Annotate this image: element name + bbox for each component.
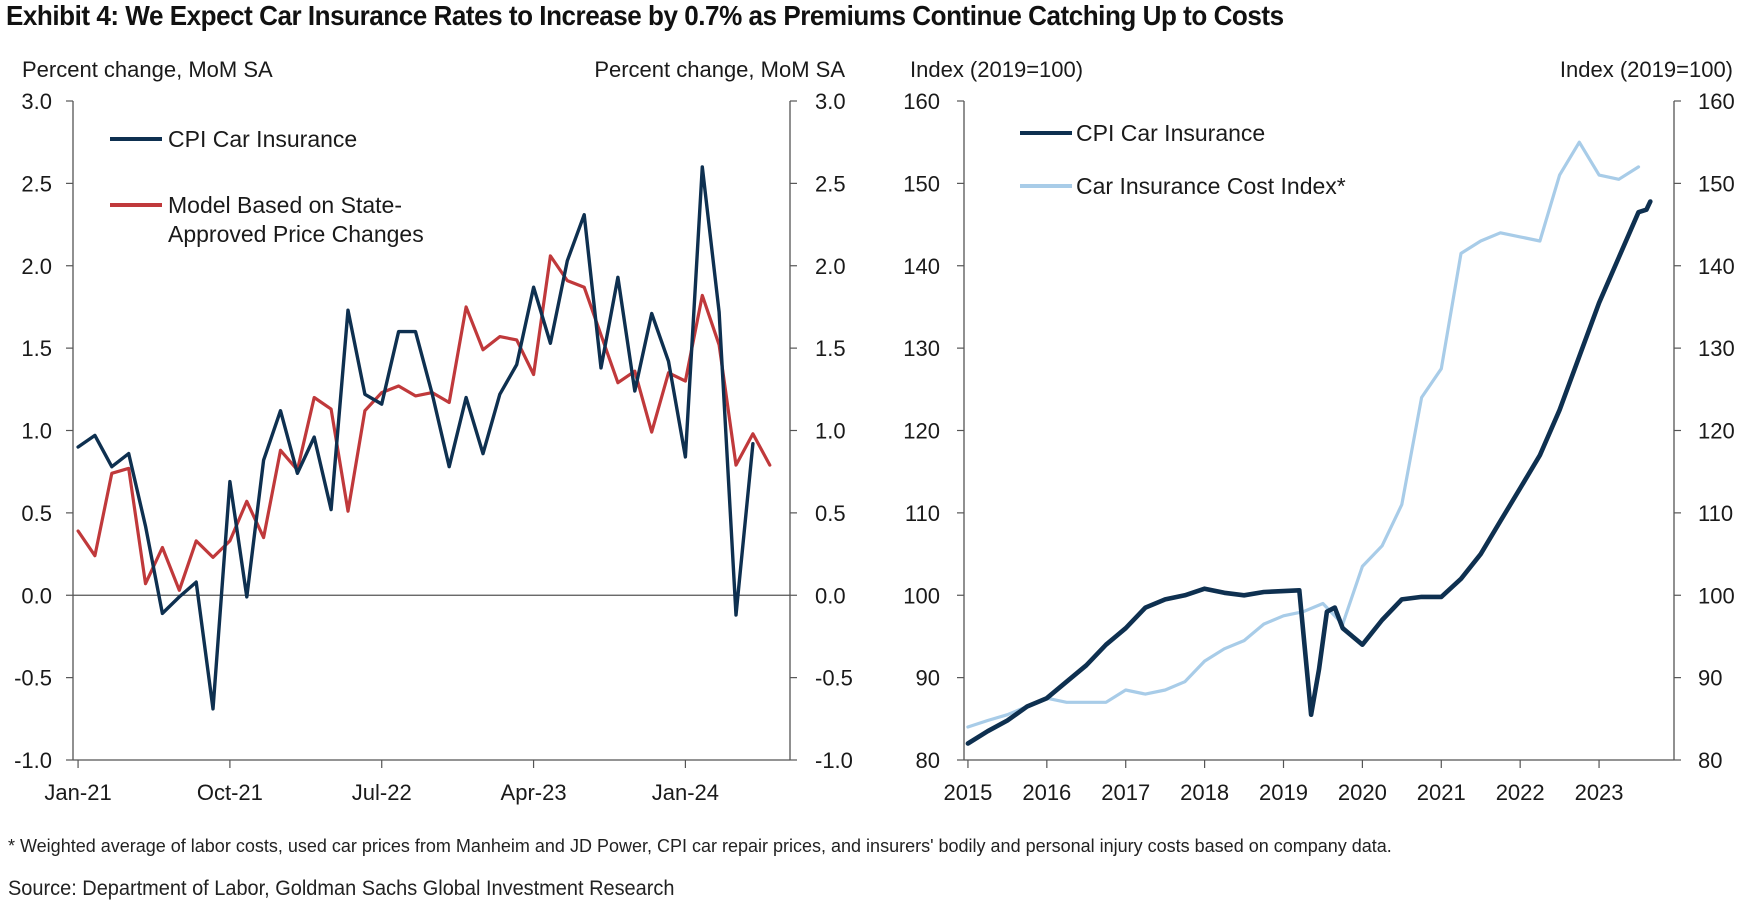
right-series-cpi-car-insurance — [965, 199, 1653, 746]
left-legend-label-model-line1: Model Based on State- — [168, 192, 402, 218]
right-xtick-label: 2018 — [1180, 780, 1229, 805]
right-right-ytick-label: 90 — [1698, 666, 1722, 691]
left-right-ytick-label: 3.0 — [815, 89, 846, 114]
left-chart-series — [76, 165, 772, 711]
right-left-ytick-label: 130 — [903, 336, 940, 361]
right-left-ytick-label: 100 — [903, 583, 940, 608]
left-right-ytick-label: 1.5 — [815, 336, 846, 361]
chart-title: Exhibit 4: We Expect Car Insurance Rates… — [6, 0, 1284, 31]
right-right-ytick-label: 160 — [1698, 89, 1735, 114]
left-xtick-label: Apr-23 — [501, 780, 567, 805]
left-left-ytick-label: 1.5 — [21, 336, 52, 361]
right-xtick-label: 2017 — [1101, 780, 1150, 805]
right-legend-label-cpi: CPI Car Insurance — [1076, 120, 1265, 146]
right-right-ytick-label: 120 — [1698, 419, 1735, 444]
right-left-ytick-label: 90 — [916, 666, 940, 691]
right-chart-series — [965, 140, 1653, 746]
left-left-ytick-label: -1.0 — [14, 748, 52, 773]
left-chart: Percent change, MoM SA Percent change, M… — [14, 57, 853, 805]
right-right-ytick-label: 100 — [1698, 583, 1735, 608]
right-xtick-label: 2019 — [1259, 780, 1308, 805]
right-left-ytick-label: 110 — [905, 501, 940, 526]
footnote: * Weighted average of labor costs, used … — [8, 836, 1392, 856]
left-legend-label-model-line2: Approved Price Changes — [168, 221, 424, 247]
right-chart-axes: 160 160 150 150 140 140 130 130 120 120 110 110 100 1… — [903, 89, 1734, 805]
right-xtick-label: 2020 — [1338, 780, 1387, 805]
right-right-ytick-label: 150 — [1698, 171, 1735, 196]
left-series-cpi-car-insurance — [76, 165, 755, 711]
right-left-ytick-label: 80 — [916, 748, 940, 773]
left-left-ytick-label: 1.0 — [21, 419, 52, 444]
right-right-ytick-label: 140 — [1698, 254, 1735, 279]
left-left-ytick-label: 0.5 — [21, 501, 52, 526]
right-right-ytick-label: 110 — [1698, 501, 1733, 526]
left-chart-right-unit-label: Percent change, MoM SA — [594, 57, 845, 82]
left-xtick-label: Oct-21 — [197, 780, 263, 805]
right-xtick-label: 2021 — [1417, 780, 1466, 805]
left-legend-label-cpi: CPI Car Insurance — [168, 126, 357, 152]
left-right-ytick-label: 0.5 — [815, 501, 846, 526]
right-xtick-label: 2023 — [1575, 780, 1624, 805]
left-right-ytick-label: 0.0 — [815, 583, 846, 608]
left-left-ytick-label: 0.0 — [21, 583, 52, 608]
left-left-ytick-label: 2.5 — [21, 171, 52, 196]
left-left-ytick-label: 3.0 — [21, 89, 52, 114]
right-left-ytick-label: 160 — [903, 89, 940, 114]
right-right-ytick-label: 130 — [1698, 336, 1735, 361]
left-left-ytick-label: -0.5 — [14, 666, 52, 691]
right-left-ytick-label: 120 — [903, 419, 940, 444]
left-right-ytick-label: 2.5 — [815, 171, 846, 196]
left-left-ytick-label: 2.0 — [21, 254, 52, 279]
left-right-ytick-label: -1.0 — [815, 748, 853, 773]
left-chart-axes: 3.0 3.0 2.5 2.5 2.0 2.0 1.5 1.5 1.0 1.0 0.5 0.5 0.0 0… — [14, 89, 853, 805]
left-xtick-label: Jan-21 — [44, 780, 111, 805]
left-xtick-label: Jul-22 — [352, 780, 412, 805]
left-right-ytick-label: 2.0 — [815, 254, 846, 279]
left-right-ytick-label: 1.0 — [815, 419, 846, 444]
right-xtick-label: 2015 — [943, 780, 992, 805]
right-chart: Index (2019=100) Index (2019=100) 160 160… — [903, 57, 1734, 805]
right-left-ytick-label: 140 — [903, 254, 940, 279]
left-series-model-based-on-state-approved-price-changes — [76, 254, 772, 592]
right-xtick-label: 2022 — [1496, 780, 1545, 805]
right-legend-label-cost-index: Car Insurance Cost Index* — [1076, 173, 1346, 199]
right-xtick-label: 2016 — [1022, 780, 1071, 805]
left-chart-left-unit-label: Percent change, MoM SA — [22, 57, 273, 82]
left-right-ytick-label: -0.5 — [815, 666, 853, 691]
right-chart-right-unit-label: Index (2019=100) — [1560, 57, 1733, 82]
left-xtick-label: Jan-24 — [652, 780, 719, 805]
right-right-ytick-label: 80 — [1698, 748, 1722, 773]
right-chart-left-unit-label: Index (2019=100) — [910, 57, 1083, 82]
source-note: Source: Department of Labor, Goldman Sac… — [8, 877, 675, 900]
right-left-ytick-label: 150 — [903, 171, 940, 196]
